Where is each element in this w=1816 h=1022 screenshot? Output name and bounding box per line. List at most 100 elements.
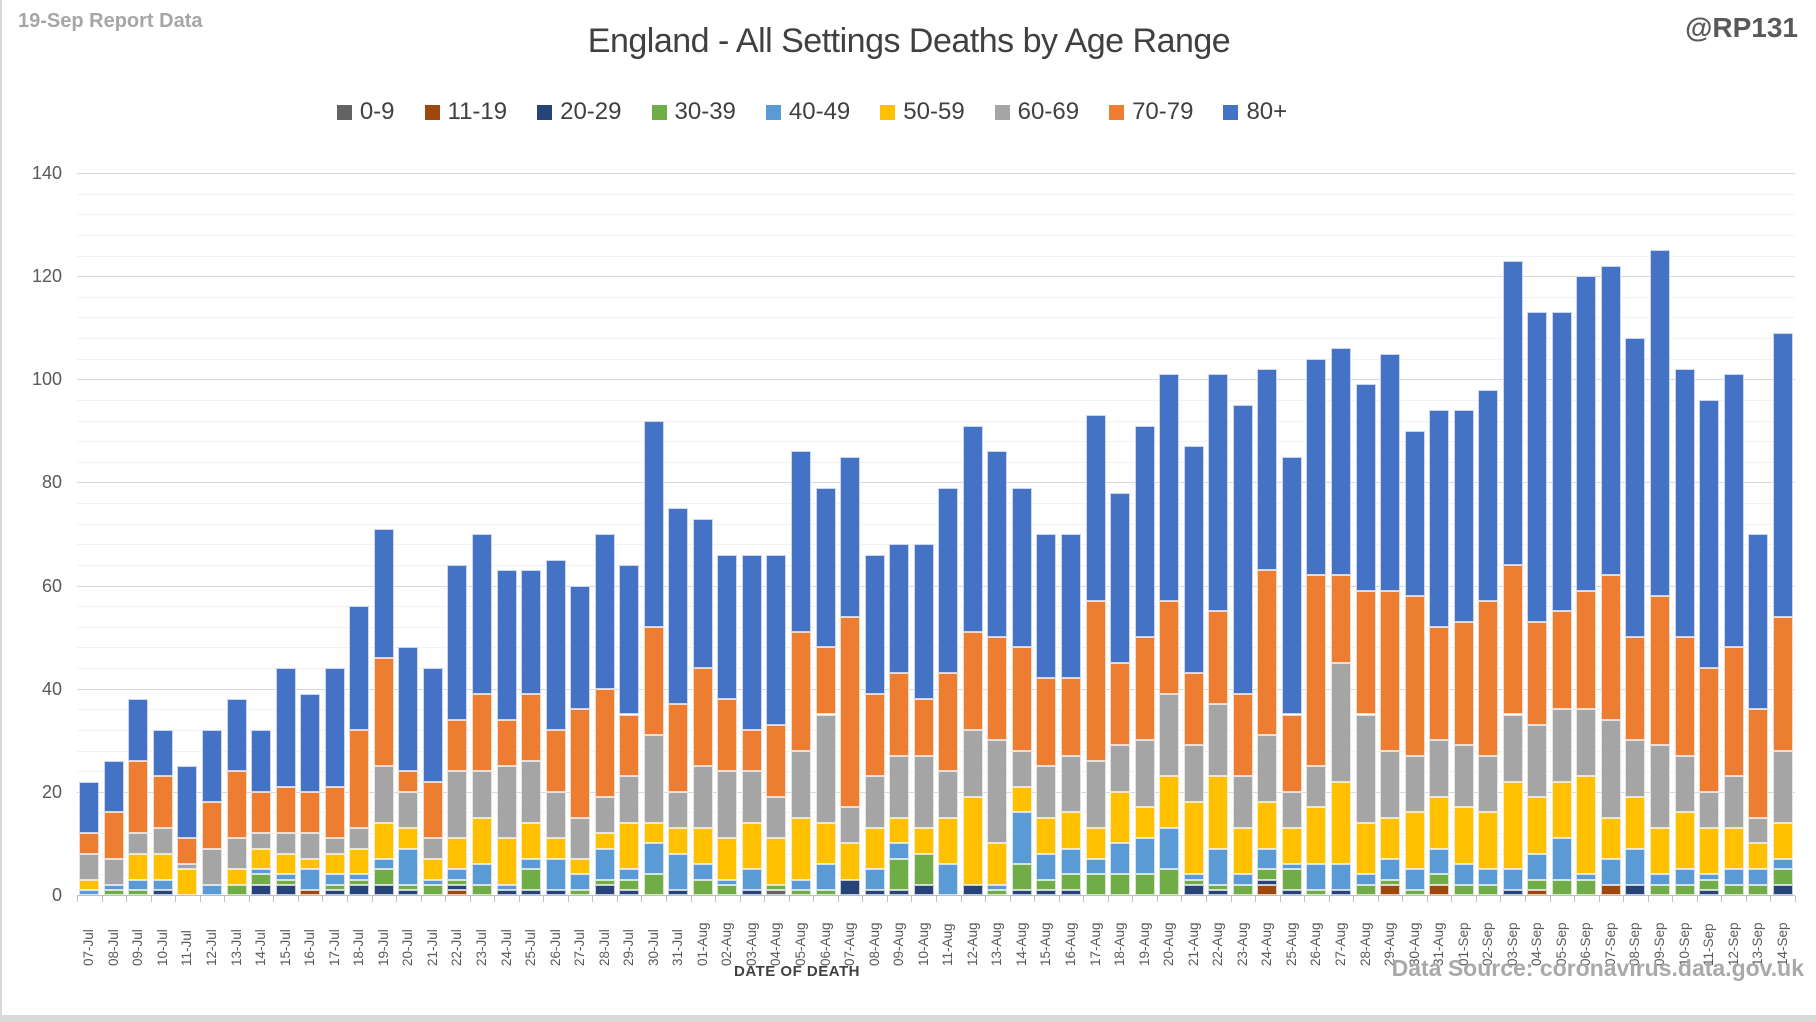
bar-segment-70-79 (1380, 590, 1401, 751)
minor-gridline (77, 853, 1795, 855)
bar-segment-60-69 (1600, 719, 1621, 818)
bar-segment-60-69 (1011, 750, 1032, 787)
bar-segment-80+ (619, 564, 640, 715)
bar-column (962, 0, 983, 895)
bar-segment-70-79 (103, 812, 124, 859)
x-axis-tick-label: 04-Aug (768, 922, 784, 966)
x-axis-tick (150, 896, 152, 902)
bar-segment-80+ (422, 668, 443, 782)
bar-segment-70-79 (619, 714, 640, 777)
bar-segment-60-69 (398, 791, 419, 828)
bar-segment-70-79 (1085, 601, 1106, 761)
bar-segment-20-29 (1699, 889, 1720, 895)
x-axis-tick (1083, 896, 1085, 902)
bar-segment-70-79 (1232, 693, 1253, 777)
x-axis-tick (273, 896, 275, 902)
x-axis-tick (739, 896, 741, 902)
bar-column (1159, 0, 1180, 895)
bar-column (594, 0, 615, 895)
bar-segment-60-69 (1380, 750, 1401, 818)
bar-segment-80+ (1134, 425, 1155, 638)
bar-segment-70-79 (913, 699, 934, 756)
bar-segment-20-29 (889, 889, 910, 895)
bar-column (373, 0, 394, 895)
bar-segment-70-79 (496, 719, 517, 767)
bar-segment-80+ (987, 451, 1008, 638)
bar-segment-80+ (103, 760, 124, 813)
bar-segment-20-29 (251, 884, 272, 895)
x-axis-tick (494, 896, 496, 902)
x-axis-tick (1279, 896, 1281, 902)
x-axis-tick-label: 18-Aug (1112, 922, 1128, 966)
bar-segment-40-49 (1060, 848, 1081, 875)
bar-segment-30-39 (1085, 874, 1106, 895)
bar-column (1600, 0, 1621, 895)
bar-segment-70-79 (1453, 621, 1474, 746)
x-axis-tick-label: 09-Aug (891, 922, 907, 966)
bar-segment-60-69 (643, 735, 664, 823)
bar-segment-60-69 (717, 771, 738, 839)
bar-segment-50-59 (1183, 802, 1204, 875)
bar-segment-70-79 (1576, 590, 1597, 710)
bar-segment-70-79 (815, 647, 836, 715)
bar-segment-30-39 (1011, 864, 1032, 890)
x-axis-tick (690, 896, 692, 902)
bar-segment-60-69 (1330, 662, 1351, 782)
bar-segment-60-69 (1650, 745, 1670, 828)
bar-segment-60-69 (1060, 755, 1081, 813)
bar-segment-80+ (717, 554, 738, 700)
bar-segment-30-39 (275, 879, 296, 885)
legend-label: 20-29 (560, 98, 622, 125)
bar-column (1036, 0, 1057, 895)
bar-segment-50-59 (1723, 827, 1744, 870)
bar-segment-70-79 (422, 781, 443, 839)
bar-segment-20-29 (152, 889, 173, 895)
x-axis-tick-label: 08-Jul (105, 929, 121, 966)
bar-segment-50-59 (889, 817, 910, 844)
bar-segment-30-39 (643, 874, 664, 895)
bar-segment-40-49 (1551, 838, 1572, 880)
bar-column (422, 0, 443, 895)
bar-segment-40-49 (1232, 874, 1253, 885)
x-axis-tick (1132, 896, 1134, 902)
bar-segment-40-49 (1723, 869, 1744, 885)
minor-gridline (77, 729, 1795, 731)
bar-segment-60-69 (545, 791, 566, 839)
bar-segment-70-79 (570, 709, 591, 818)
bar-segment-80+ (1380, 353, 1401, 591)
x-axis-tick-label: 28-Aug (1357, 922, 1373, 966)
bar-segment-20-29 (619, 889, 640, 895)
bar-segment-50-59 (1600, 817, 1621, 859)
bar-segment-40-49 (619, 869, 640, 880)
bar-segment-50-59 (766, 838, 787, 885)
bar-column (1674, 0, 1695, 895)
bar-segment-50-59 (643, 822, 664, 844)
bar-segment-50-59 (251, 848, 272, 870)
bar-segment-80+ (521, 570, 542, 694)
bar-column (1134, 0, 1155, 895)
bar-segment-50-59 (1355, 822, 1376, 875)
bar-segment-30-39 (1723, 884, 1744, 895)
x-axis-tick (1058, 896, 1060, 902)
bar-segment-20-29 (1257, 879, 1278, 885)
bar-segment-30-39 (619, 879, 640, 890)
bar-segment-60-69 (938, 771, 959, 818)
bar-column (324, 0, 345, 895)
bar-segment-80+ (1699, 399, 1720, 669)
bar-segment-70-79 (1650, 595, 1670, 746)
bar-segment-70-79 (1723, 647, 1744, 777)
x-axis-title: DATE OF DEATH (734, 963, 860, 980)
bar-segment-40-49 (373, 858, 394, 870)
bar-column (717, 0, 738, 895)
bar-segment-30-39 (422, 884, 443, 895)
bar-segment-30-39 (226, 884, 247, 895)
bar-column (1527, 0, 1548, 895)
bar-segment-40-49 (1453, 864, 1474, 885)
minor-gridline (77, 441, 1795, 443)
bar-segment-60-69 (251, 833, 272, 849)
bar-segment-30-39 (815, 889, 836, 895)
bar-segment-80+ (1478, 389, 1499, 602)
bar-segment-30-39 (1208, 884, 1229, 890)
bar-segment-70-79 (889, 673, 910, 756)
bar-segment-50-59 (913, 827, 934, 854)
